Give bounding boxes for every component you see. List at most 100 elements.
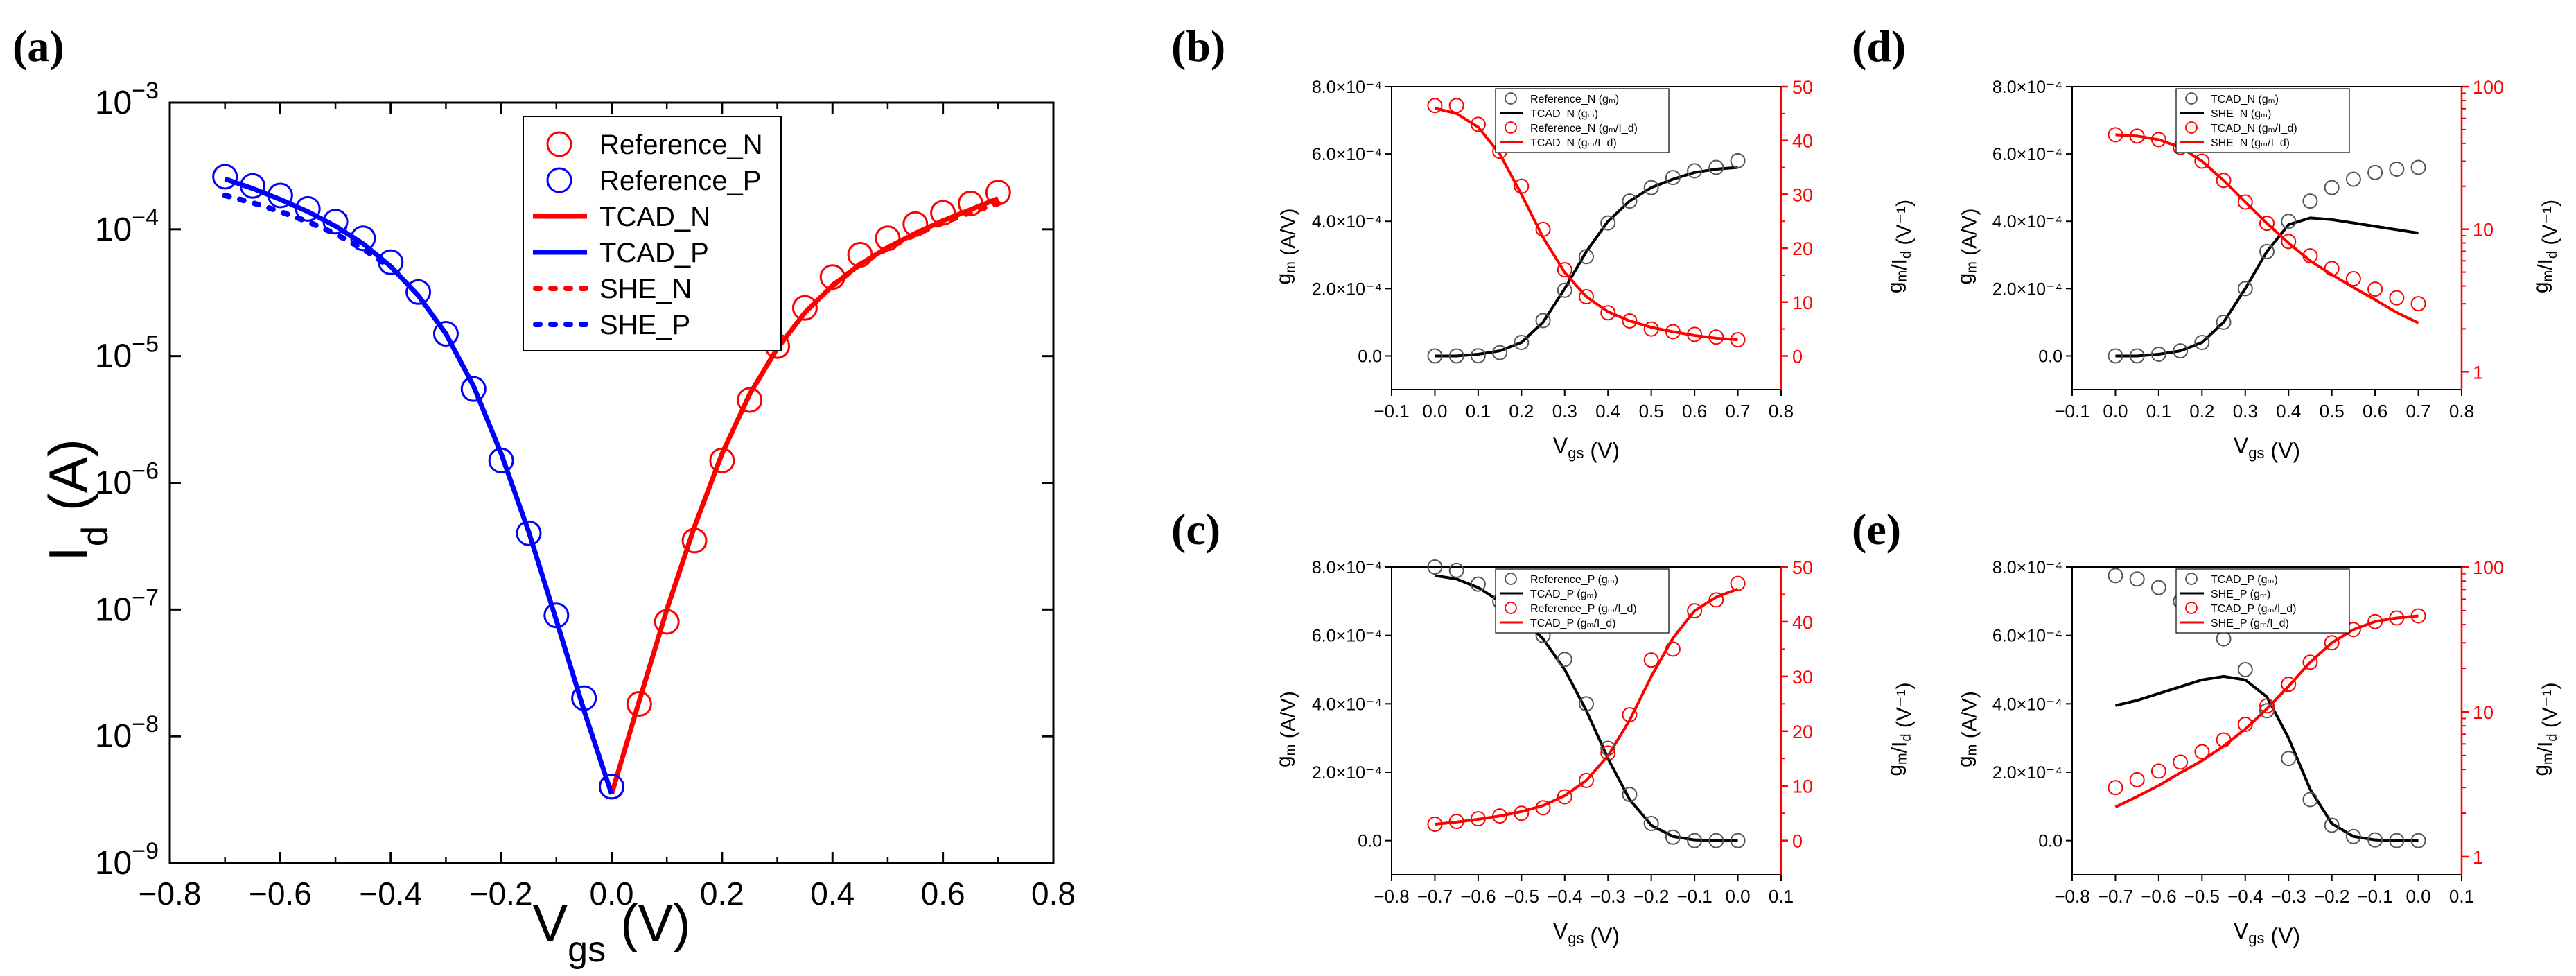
marker-Reference_N xyxy=(957,191,983,217)
panel-label-a: (a) xyxy=(12,21,64,71)
x-tick-label: 0.6 xyxy=(2363,401,2387,421)
marker-Reference_N (g_m/I_d) xyxy=(1730,332,1746,348)
legend-marker xyxy=(2185,602,2198,614)
panel-b: (b) −0.1 0.0 0.1 0.2 0.3 0.4 0.5 0.6 0.7 0.8 0.0 2.0… xyxy=(1171,21,1916,463)
marker-Reference_P xyxy=(378,249,404,275)
legend-label: TCAD_N (gₘ) xyxy=(2211,94,2279,105)
marker-Reference_N (g_m) xyxy=(1470,348,1486,364)
y-left-tick-label: 4.0×10⁻⁴ xyxy=(1312,212,1382,232)
x-tick-label: 0.5 xyxy=(1639,401,1664,421)
y-right-tick-label: 40 xyxy=(1792,131,1813,152)
marker-TCAD_N (g_m/I_d) xyxy=(2216,173,2232,189)
marker-TCAD_P (g_m/I_d) xyxy=(2259,698,2275,714)
y-tick-label: 10−6 xyxy=(95,458,159,502)
legend-frame xyxy=(2175,568,2350,634)
x-tick-label: −0.4 xyxy=(1547,886,1582,907)
y-right-tick-label: 100 xyxy=(2473,77,2504,98)
y-left-tick-label: 4.0×10⁻⁴ xyxy=(1992,695,2062,714)
y-right-tick-label: 50 xyxy=(1792,77,1813,98)
marker-Reference_N xyxy=(709,447,735,473)
x-tick-label: 0.7 xyxy=(1725,401,1750,421)
marker-TCAD_N (g_m) xyxy=(2259,243,2275,259)
y-left-axis-label: gm (A/V) xyxy=(1272,208,1300,284)
marker-TCAD_P (g_m/I_d) xyxy=(2367,613,2383,629)
x-tick-label: 0.5 xyxy=(2320,401,2345,421)
marker-TCAD_P (g_m) xyxy=(2410,833,2426,848)
legend-label: TCAD_N xyxy=(599,202,710,232)
x-tick-label: 0.8 xyxy=(1031,875,1076,912)
y-right-tick-label: 50 xyxy=(1792,557,1813,578)
marker-Reference_P (g_m/I_d) xyxy=(1427,816,1443,832)
y-left-tick-label: 6.0×10⁻⁴ xyxy=(1992,145,2062,164)
panel-d: (d) −0.1 0.0 0.1 0.2 0.3 0.4 0.5 0.6 0.7 0.8 0.0 2.0… xyxy=(1852,21,2561,463)
marker-Reference_N (g_m) xyxy=(1557,282,1572,298)
x-tick-label: 0.8 xyxy=(2449,401,2474,421)
marker-TCAD_N (g_m/I_d) xyxy=(2129,128,2145,144)
marker-Reference_N (g_m/I_d) xyxy=(1535,221,1551,237)
marker-TCAD_P (g_m/I_d) xyxy=(2324,635,2340,651)
legend-marker xyxy=(2185,92,2198,105)
x-axis-label: Vgs (V) xyxy=(2234,918,2300,948)
x-tick-label: −0.6 xyxy=(2141,886,2176,907)
y-right-tick-label: 30 xyxy=(1792,667,1813,688)
marker-Reference_P xyxy=(599,774,624,800)
x-tick-label: −0.5 xyxy=(1504,886,1539,907)
marker-Reference_P xyxy=(488,447,514,473)
legend-label: TCAD_P (gₘ) xyxy=(1530,589,1597,600)
y-left-tick-label: 2.0×10⁻⁴ xyxy=(1312,763,1382,783)
series-line-TCAD_N (g_m) xyxy=(1435,166,1738,358)
marker-TCAD_N (g_m) xyxy=(2194,335,2210,351)
legend-label: SHE_N (gₘ/I_d) xyxy=(2211,137,2290,149)
x-tick-label: 0.1 xyxy=(2449,886,2474,907)
marker-Reference_P xyxy=(516,520,542,546)
marker-Reference_P (g_m/I_d) xyxy=(1579,772,1594,788)
marker-Reference_P (g_m/I_d) xyxy=(1622,707,1638,723)
marker-TCAD_P (g_m) xyxy=(2150,580,2166,595)
marker-Reference_P (g_m) xyxy=(1448,562,1464,578)
y-left-tick-label: 0.0 xyxy=(1358,347,1382,366)
marker-TCAD_P (g_m) xyxy=(2345,828,2361,844)
y-left-tick-label: 2.0×10⁻⁴ xyxy=(1312,279,1382,299)
marker-Reference_N (g_m/I_d) xyxy=(1622,313,1638,329)
marker-Reference_P (g_m) xyxy=(1708,833,1724,848)
marker-TCAD_N (g_m/I_d) xyxy=(2281,234,2297,250)
marker-TCAD_P (g_m/I_d) xyxy=(2389,610,2405,626)
series-line-SHE_N (g_m/I_d) xyxy=(2115,133,2419,324)
marker-Reference_N xyxy=(847,242,873,268)
marker-Reference_P (g_m/I_d) xyxy=(1708,592,1724,608)
x-tick-label: −0.2 xyxy=(2314,886,2349,907)
marker-TCAD_N (g_m) xyxy=(2173,343,2189,359)
marker-TCAD_P (g_m) xyxy=(2216,631,2232,647)
marker-Reference_P xyxy=(543,602,570,629)
marker-Reference_P xyxy=(460,376,487,402)
marker-Reference_P (g_m/I_d) xyxy=(1557,789,1572,805)
marker-Reference_N (g_m) xyxy=(1643,180,1659,195)
marker-Reference_P (g_m/I_d) xyxy=(1492,808,1508,824)
x-tick-label: 0.3 xyxy=(2233,401,2258,421)
y-left-tick-label: 8.0×10⁻⁴ xyxy=(1312,78,1382,97)
legend-label: TCAD_P (gₘ) xyxy=(2211,574,2278,586)
marker-TCAD_N (g_m) xyxy=(2216,314,2232,330)
x-axis-label: Vgs (V) xyxy=(2234,433,2300,463)
legend-label: TCAD_N (gₘ/I_d) xyxy=(1530,137,1617,149)
y-axis-label-a: Id (A) xyxy=(37,439,116,561)
x-axis-label-a: Vgs (V) xyxy=(532,894,690,970)
x-tick-label: 0.1 xyxy=(1466,401,1491,421)
legend-e: TCAD_P (gₘ) SHE_P (gₘ) TCAD_P (gₘ/I_d) SHE_… xyxy=(2175,568,2350,634)
x-tick-label: −0.7 xyxy=(2098,886,2133,907)
x-tick-label: 0.1 xyxy=(1769,886,1794,907)
x-tick-label: −0.1 xyxy=(1374,401,1409,421)
marker-TCAD_N (g_m) xyxy=(2281,214,2297,229)
marker-Reference_N (g_m) xyxy=(1665,170,1681,186)
x-tick-label: −0.2 xyxy=(470,875,533,912)
y-right-tick-label: 10 xyxy=(2473,702,2494,723)
marker-Reference_N (g_m) xyxy=(1448,348,1464,364)
x-tick-label: 0.2 xyxy=(700,875,744,912)
legend-marker xyxy=(1505,602,1517,614)
y-right-tick-label: 1 xyxy=(2473,362,2483,383)
x-tick-label: 0.2 xyxy=(1509,401,1534,421)
x-tick-label: −0.1 xyxy=(2054,401,2089,421)
marker-TCAD_N (g_m/I_d) xyxy=(2259,216,2275,232)
x-tick-label: 0.0 xyxy=(1422,401,1447,421)
series-line-SHE_N (g_m) xyxy=(2115,216,2419,358)
